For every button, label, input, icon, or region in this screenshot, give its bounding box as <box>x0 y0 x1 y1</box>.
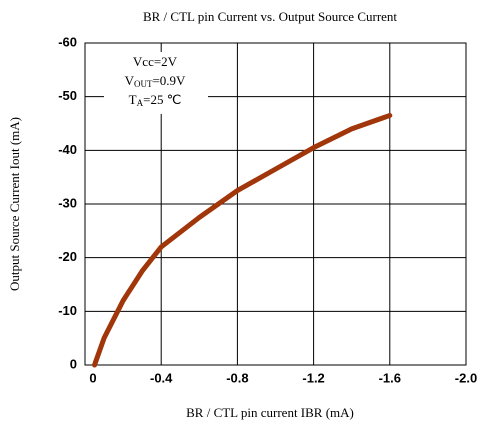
x-tick-label: -2.0 <box>455 370 477 385</box>
annotation: TA=25 ℃ <box>129 92 182 108</box>
y-axis-label: Output Source Current Iout (mA) <box>7 117 22 291</box>
annotation: Vcc=2V <box>133 54 178 69</box>
y-tick-label: 0 <box>70 356 77 371</box>
annotation-part: OUT <box>134 79 153 89</box>
annotation-part: =25 ℃ <box>143 92 181 107</box>
data-line <box>92 112 393 368</box>
x-tick-label: -0.8 <box>226 370 248 385</box>
x-tick-label: -1.2 <box>302 370 324 385</box>
annotation-part: =0.9V <box>152 73 186 88</box>
x-axis-label: BR / CTL pin current IBR (mA) <box>186 405 354 420</box>
annotation-part: V <box>125 73 135 88</box>
annotation-part: Vcc=2V <box>133 54 178 69</box>
y-tick-label: -60 <box>58 34 77 49</box>
y-tick-label: -40 <box>58 142 77 157</box>
chart-title: BR / CTL pin Current vs. Output Source C… <box>143 9 397 24</box>
y-tick-label: -30 <box>58 195 77 210</box>
annotation-part: T <box>129 92 137 107</box>
annotation-box <box>104 52 208 114</box>
y-tick-label: -20 <box>58 249 77 264</box>
x-tick-label: -1.6 <box>379 370 401 385</box>
x-tick-label: 0 <box>89 370 96 385</box>
annotation-part: A <box>137 98 144 108</box>
y-tick-label: -50 <box>58 88 77 103</box>
y-tick-label: -10 <box>58 303 77 318</box>
annotation: VOUT=0.9V <box>125 73 186 89</box>
x-tick-label: -0.4 <box>150 370 173 385</box>
